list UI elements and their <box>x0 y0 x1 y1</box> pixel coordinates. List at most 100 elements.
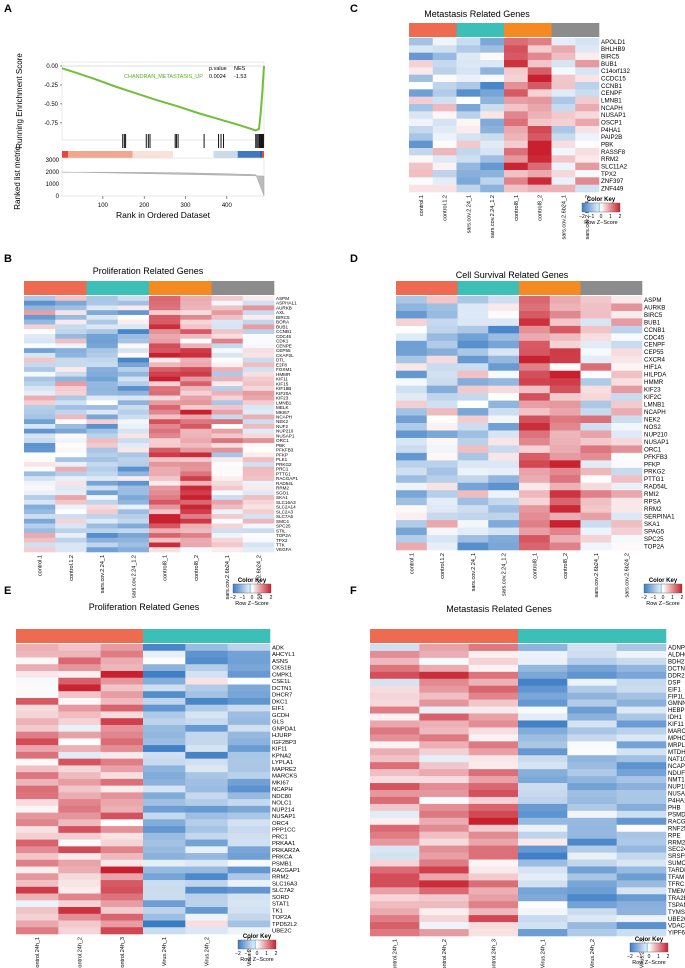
heatmap-cell <box>480 155 505 163</box>
heatmap-cell <box>426 535 458 543</box>
gene-label: CENPE <box>276 343 292 348</box>
heatmap-cell <box>616 741 667 749</box>
heatmap-cell <box>575 96 600 105</box>
gene-label: OSCP1 <box>601 120 623 127</box>
gene-label: PSMD1 <box>668 811 685 818</box>
sample-label: Virus.24h_2 <box>205 937 211 966</box>
heatmap-cell <box>567 915 617 923</box>
heatmap-cell <box>456 89 481 97</box>
gene-label: E2F8 <box>276 362 287 367</box>
heatmap-cell <box>518 824 568 833</box>
heatmap-cell <box>24 438 56 444</box>
heatmap-cell <box>24 338 56 344</box>
heatmap-cell <box>227 880 271 888</box>
heatmap-cell <box>518 776 568 784</box>
y-tick-label: 0 <box>56 194 60 200</box>
heatmap-cell <box>504 126 529 134</box>
color-key-gradient <box>643 583 683 594</box>
heatmap-cell <box>480 162 505 171</box>
gene-label: SMC4 <box>276 519 289 524</box>
sample-label: Control.24h_3 <box>120 937 126 968</box>
gene-label: TYMS <box>668 909 685 916</box>
heatmap-cell <box>117 452 150 458</box>
heatmap-cell <box>409 140 434 149</box>
heatmap-cell <box>488 460 520 469</box>
heatmap-cell <box>409 74 434 83</box>
heatmap-cell <box>518 859 568 867</box>
heatmap-cell <box>468 915 519 923</box>
heatmap-cell <box>211 495 244 501</box>
gsea-ranked-metric-area <box>61 171 265 197</box>
heatmap-cell <box>86 452 119 458</box>
color-key-tick: 0 <box>256 951 259 957</box>
heatmap-cell <box>242 338 275 344</box>
heatmap-cell <box>527 96 552 105</box>
panel-e-title: Proliferation Related Genes <box>89 602 200 612</box>
heatmap-cell <box>185 677 228 685</box>
heatmap-cell <box>519 378 551 386</box>
heatmap-cell <box>419 762 469 770</box>
gene-label: CEP55 <box>276 348 291 353</box>
heatmap-cell <box>242 452 275 458</box>
heatmap-cell <box>419 894 469 902</box>
sample-label: Control.24h_2 <box>442 939 448 968</box>
heatmap-cell <box>227 691 271 699</box>
heatmap-cell <box>100 711 144 719</box>
heatmap-cell <box>149 476 181 482</box>
heatmap-cell <box>611 430 643 439</box>
heatmap-cell <box>58 738 101 746</box>
gene-label: PRKAA1 <box>272 841 295 847</box>
sample-label: control.1.2 <box>440 553 446 579</box>
heatmap-cell <box>24 296 56 302</box>
heatmap-cell <box>567 762 617 770</box>
heatmap-cell <box>549 296 581 304</box>
heatmap-cell <box>611 348 643 357</box>
heatmap-cell <box>117 371 150 377</box>
heatmap-cell <box>143 650 186 658</box>
heatmap-cell <box>518 671 568 680</box>
heatmap-cell <box>24 419 56 425</box>
gene-label: TSPAN6 <box>668 902 685 909</box>
heatmap-cell <box>567 706 617 714</box>
gene-label: MKI67 <box>276 410 290 415</box>
heatmap-cell <box>468 796 519 805</box>
heatmap-cell <box>55 367 87 373</box>
heatmap-cell <box>149 419 181 425</box>
heatmap-cell <box>180 343 212 349</box>
gene-label: DSP <box>668 679 681 686</box>
heatmap-cell <box>242 528 275 534</box>
gene-label: PRKG2 <box>276 462 292 467</box>
heatmap-cell <box>549 520 581 528</box>
heatmap-cell <box>457 482 489 491</box>
heatmap-cell <box>527 177 552 185</box>
heatmap-cell <box>143 718 186 726</box>
heatmap-cell <box>432 45 457 53</box>
heatmap-cell <box>480 104 505 112</box>
heatmap-cell <box>100 657 144 665</box>
heatmap-cell <box>457 310 489 319</box>
heatmap-cell <box>457 340 489 349</box>
heatmap-cell <box>211 490 244 496</box>
heatmap-cell <box>549 423 581 431</box>
heatmap-cell <box>180 461 212 467</box>
gene-label: MARCKS <box>272 774 297 780</box>
heatmap-cell <box>180 324 212 330</box>
heatmap-cell <box>55 438 87 444</box>
heatmap-cell <box>117 424 150 430</box>
heatmap-cell <box>58 832 101 840</box>
heatmap-cell <box>211 438 244 444</box>
heatmap-cell <box>611 542 643 551</box>
heatmap-cell <box>419 657 469 666</box>
heatmap-cell <box>616 720 667 728</box>
heatmap-cell <box>242 352 275 358</box>
gene-label: SORD <box>272 895 289 901</box>
gene-label: BUB1 <box>644 319 661 326</box>
heatmap-cell <box>24 509 56 515</box>
gene-label: NMT1 <box>668 777 685 784</box>
heatmap-cell <box>611 415 643 424</box>
heatmap-cell <box>457 318 489 327</box>
heatmap-cell <box>567 859 617 867</box>
heatmap-cell <box>468 748 519 756</box>
heatmap-cell <box>24 400 56 406</box>
